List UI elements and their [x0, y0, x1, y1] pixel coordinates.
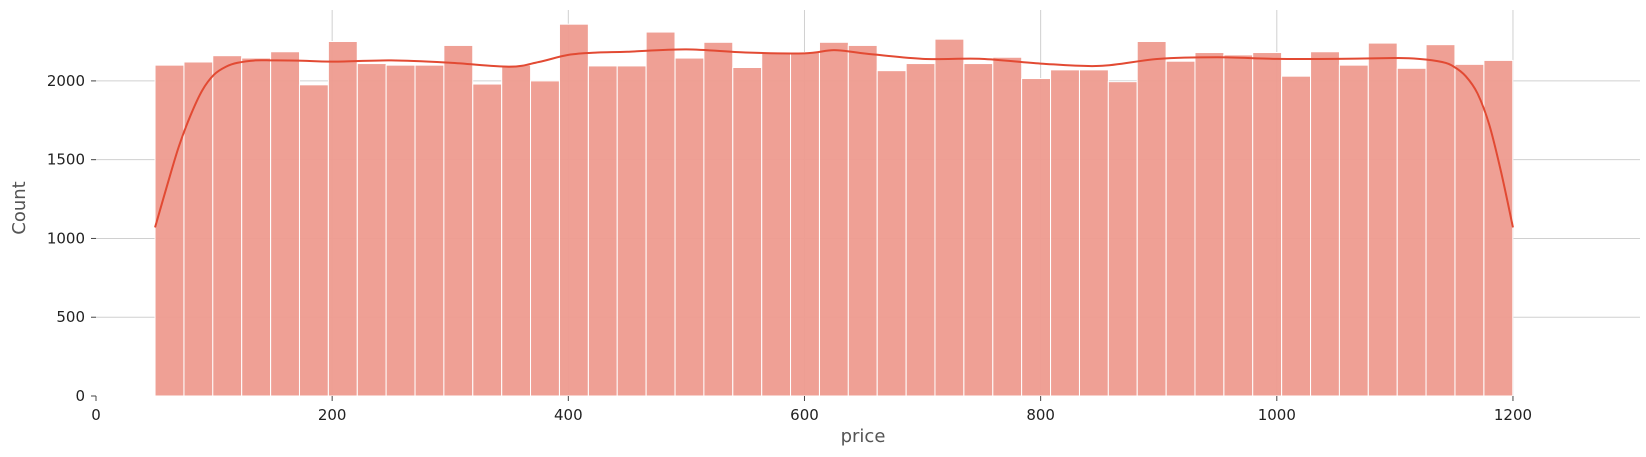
- histogram-bar: [790, 52, 820, 397]
- histogram-bar: [501, 64, 532, 397]
- histogram-bar: [674, 57, 705, 397]
- x-tick-label: 0: [91, 406, 101, 424]
- histogram-bar: [818, 41, 849, 397]
- histogram-bar: [732, 67, 763, 397]
- histogram-bar: [587, 65, 618, 397]
- histogram-bar: [270, 51, 301, 397]
- histogram-bar: [1252, 52, 1283, 397]
- histogram-bar: [934, 38, 965, 397]
- x-axis-label: price: [841, 426, 886, 447]
- histogram-bar: [847, 44, 878, 397]
- y-axis-label: Count: [9, 181, 30, 234]
- histogram-bar: [963, 63, 994, 397]
- histogram-bar: [472, 83, 503, 397]
- x-tick-label: 800: [1026, 406, 1055, 424]
- histogram-bar: [1396, 67, 1427, 397]
- histogram-bar: [1338, 64, 1369, 397]
- histogram-bar: [1425, 44, 1456, 397]
- axes: [91, 80, 1514, 401]
- x-tick-label: 600: [790, 406, 819, 424]
- y-tick-label: 1000: [47, 229, 85, 247]
- kde-curve-group: [154, 48, 1514, 228]
- histogram-bar: [298, 84, 329, 397]
- histogram-bar: [1078, 69, 1109, 397]
- histogram-bar: [558, 23, 589, 397]
- histogram-bar: [530, 80, 560, 397]
- histogram-bar: [1107, 81, 1138, 397]
- histogram-bar: [992, 56, 1023, 397]
- histogram-bar: [1136, 41, 1167, 397]
- y-tick-label: 500: [56, 308, 85, 326]
- histogram-bars: [154, 23, 1514, 397]
- histogram-bar: [1223, 54, 1254, 397]
- x-tick-label: 200: [318, 406, 347, 424]
- histogram-bar: [616, 65, 647, 397]
- histogram-bar: [241, 57, 272, 397]
- x-tick-label: 400: [554, 406, 583, 424]
- histogram-bar: [703, 41, 734, 397]
- histogram-bar: [1310, 51, 1340, 397]
- histogram-bar: [1454, 63, 1485, 397]
- kde-curve: [154, 48, 1514, 228]
- histogram-bar: [154, 64, 185, 397]
- histogram-bar: [1483, 59, 1514, 397]
- histogram-bar: [905, 63, 936, 397]
- histogram-bar: [761, 52, 792, 397]
- histogram-bar: [356, 63, 387, 397]
- x-tick-label: 1200: [1494, 406, 1532, 424]
- histogram-bar: [327, 41, 358, 397]
- histogram-bar: [1050, 69, 1080, 397]
- histogram-bar: [1194, 52, 1225, 397]
- histogram-bar: [212, 55, 243, 397]
- histogram-bar: [1165, 60, 1196, 397]
- y-tick-label: 1500: [47, 151, 85, 169]
- histogram-bar: [1021, 78, 1052, 397]
- histogram-bar: [385, 64, 416, 397]
- histogram-bar: [183, 61, 214, 397]
- histogram-bar: [443, 44, 474, 397]
- tick-labels: 0 200 400 600 800 1000 1200 0 500 1000 1500 2000: [47, 72, 1532, 424]
- histogram-bar: [414, 64, 445, 397]
- histogram-bar: [876, 70, 907, 397]
- x-tick-label: 1000: [1258, 406, 1296, 424]
- y-tick-label: 0: [75, 387, 85, 405]
- histogram-bar: [645, 31, 676, 397]
- y-tick-label: 2000: [47, 72, 85, 90]
- histogram-bar: [1367, 42, 1398, 397]
- histogram-bar: [1281, 75, 1312, 397]
